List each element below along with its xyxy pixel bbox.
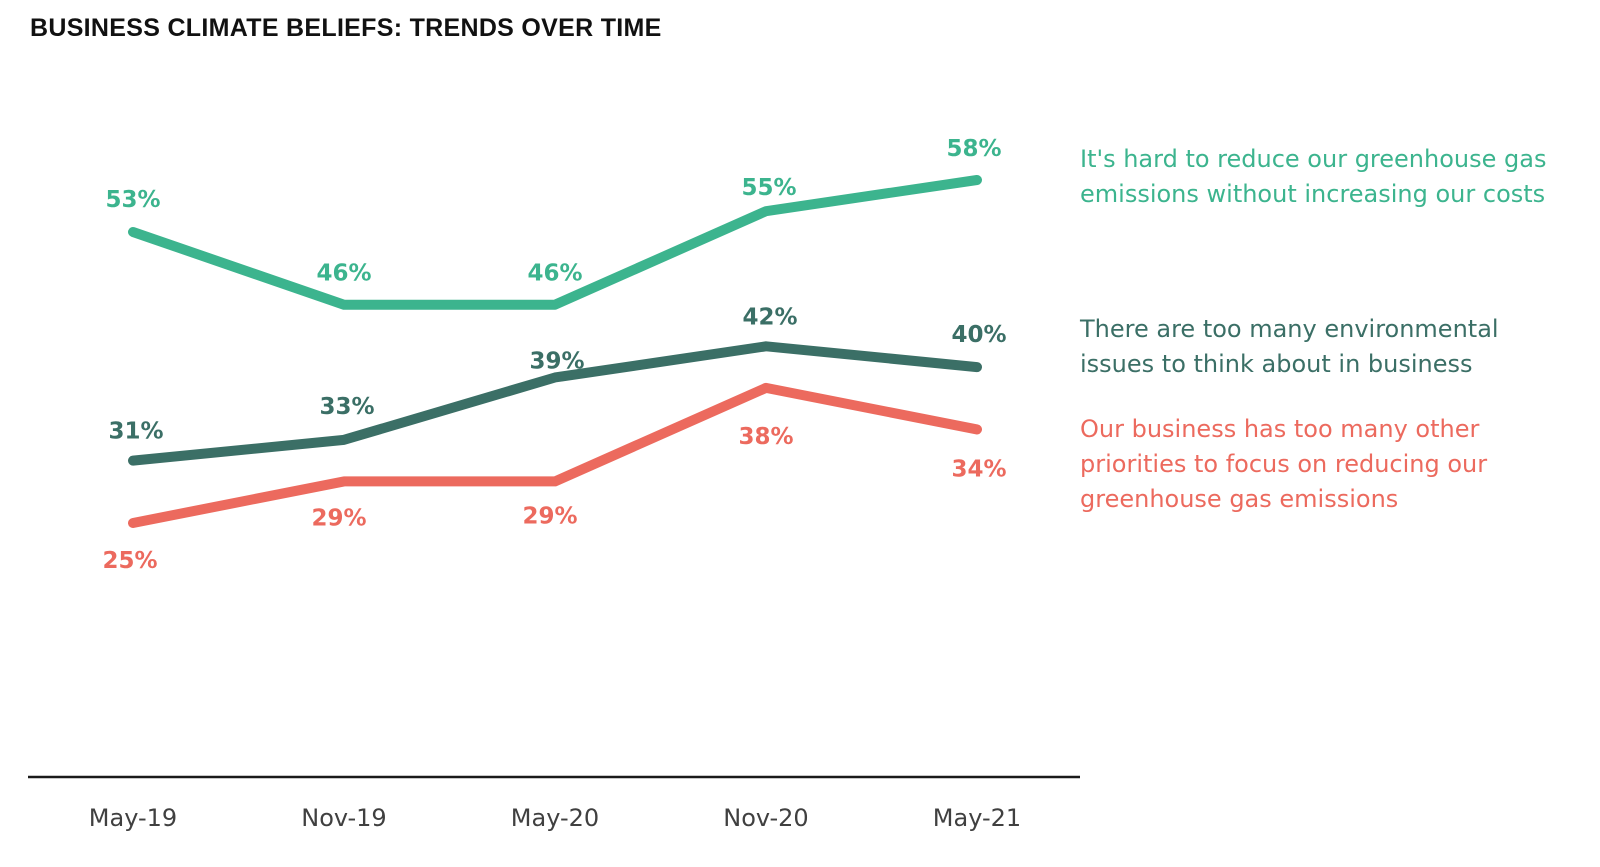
x-axis-ticks: May-19 Nov-19 May-20 Nov-20 May-21 xyxy=(89,804,1021,832)
x-tick-label-0: May-19 xyxy=(89,804,177,832)
data-label-too-many-issues-3: 42% xyxy=(742,304,797,330)
x-tick-label-2: May-20 xyxy=(511,804,599,832)
data-point-other-priorities-2 xyxy=(551,477,559,486)
x-tick-label-3: Nov-20 xyxy=(723,804,808,832)
data-point-too-many-issues-4 xyxy=(973,363,981,372)
data-point-other-priorities-3 xyxy=(762,383,770,392)
data-point-cost-concern-0 xyxy=(129,227,137,236)
data-point-too-many-issues-0 xyxy=(129,456,137,465)
legend-label-too-many-issues: There are too many environmental issues … xyxy=(1080,315,1499,378)
data-point-too-many-issues-3 xyxy=(762,342,770,351)
data-label-other-priorities-1: 29% xyxy=(311,505,366,531)
data-point-cost-concern-1 xyxy=(340,300,348,309)
chart-title: BUSINESS CLIMATE BELIEFS: TRENDS OVER TI… xyxy=(30,14,662,42)
data-point-cost-concern-3 xyxy=(762,207,770,216)
data-label-cost-concern-0: 53% xyxy=(105,187,160,213)
data-label-too-many-issues-4: 40% xyxy=(951,322,1006,348)
data-point-cost-concern-4 xyxy=(973,176,981,184)
data-label-cost-concern-1: 46% xyxy=(316,261,371,287)
x-tick-label-1: Nov-19 xyxy=(301,804,386,832)
data-point-other-priorities-1 xyxy=(340,477,348,486)
data-label-other-priorities-3: 38% xyxy=(738,424,793,450)
data-labels: 53% 46% 46% 55% 58% 31% 33% 39% 42% 40% 25% 29% 29% 3… xyxy=(102,136,1006,574)
data-label-too-many-issues-0: 31% xyxy=(108,419,163,445)
legend-label-other-priorities: Our business has too many other prioriti… xyxy=(1080,415,1488,513)
data-label-other-priorities-0: 25% xyxy=(102,548,157,574)
data-label-too-many-issues-2: 39% xyxy=(529,348,584,374)
data-point-too-many-issues-2 xyxy=(551,373,559,382)
data-label-other-priorities-2: 29% xyxy=(522,503,577,529)
data-label-too-many-issues-1: 33% xyxy=(319,394,374,420)
series-lines xyxy=(128,175,982,528)
legend-label-cost-concern: It's hard to reduce our greenhouse gas e… xyxy=(1080,145,1547,208)
data-point-too-many-issues-1 xyxy=(340,435,348,444)
data-point-other-priorities-4 xyxy=(973,425,981,434)
data-label-cost-concern-2: 46% xyxy=(527,261,582,287)
data-point-other-priorities-0 xyxy=(129,519,137,527)
data-label-other-priorities-4: 34% xyxy=(951,456,1006,482)
data-point-cost-concern-2 xyxy=(551,300,559,309)
data-label-cost-concern-3: 55% xyxy=(741,175,796,201)
data-label-cost-concern-4: 58% xyxy=(946,136,1001,162)
x-tick-label-4: May-21 xyxy=(933,804,1021,832)
